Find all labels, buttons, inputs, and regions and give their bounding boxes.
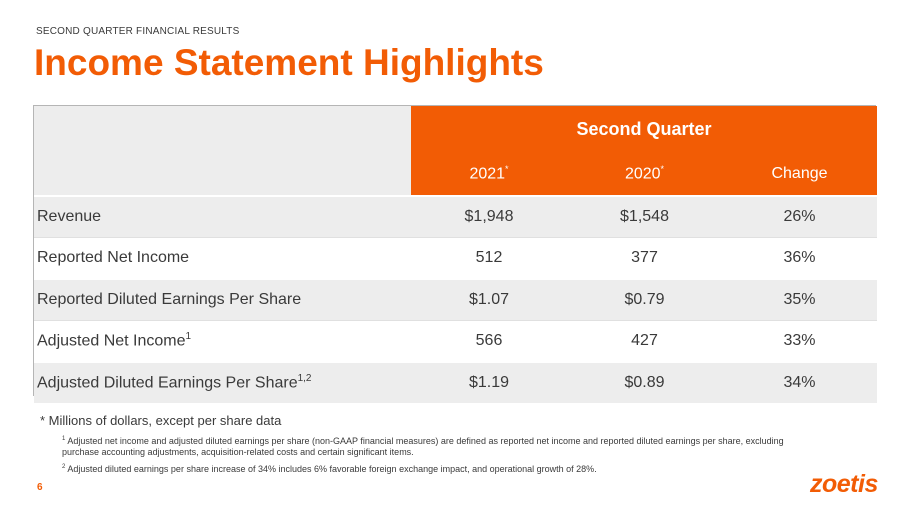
table-row: Reported Net Income 512 377 36%: [34, 237, 877, 279]
income-statement-table: Second Quarter 2021* 2020* Change Revenu…: [33, 105, 877, 403]
cell-2020: 427: [567, 320, 722, 362]
cell-2021: $1.19: [411, 361, 567, 403]
slide-kicker: SECOND QUARTER FINANCIAL RESULTS: [36, 26, 240, 37]
cell-2020: $0.79: [567, 278, 722, 321]
row-label-adjusted-diluted-eps: Adjusted Diluted Earnings Per Share1,2: [34, 361, 411, 403]
row-label-adjusted-net-income: Adjusted Net Income1: [34, 320, 411, 362]
row-label-reported-diluted-eps: Reported Diluted Earnings Per Share: [34, 278, 411, 321]
cell-change: 33%: [722, 320, 877, 362]
cell-2021: $1.07: [411, 278, 567, 321]
column-header-2020: 2020*: [567, 153, 722, 196]
zoetis-logo: zoetis: [810, 470, 878, 498]
table-row: Revenue $1,948 $1,548 26%: [34, 195, 877, 238]
cell-2020: $0.89: [567, 361, 722, 403]
cell-2021: $1,948: [411, 195, 567, 238]
cell-change: 34%: [722, 361, 877, 403]
cell-2021: 512: [411, 237, 567, 279]
units-note: * Millions of dollars, except per share …: [40, 413, 282, 428]
cell-2021: 566: [411, 320, 567, 362]
row-label-reported-net-income: Reported Net Income: [34, 237, 411, 279]
cell-change: 36%: [722, 237, 877, 279]
column-header-2021: 2021*: [411, 153, 567, 196]
table-row: Adjusted Net Income1 566 427 33%: [34, 320, 877, 362]
cell-2020: $1,548: [567, 195, 722, 238]
page-number: 6: [37, 482, 43, 493]
cell-2020: 377: [567, 237, 722, 279]
column-header-change: Change: [722, 153, 877, 196]
cell-change: 26%: [722, 195, 877, 238]
slide-title: Income Statement Highlights: [34, 42, 544, 83]
footnote-1: 1 Adjusted net income and adjusted dilut…: [62, 436, 784, 457]
row-label-revenue: Revenue: [34, 195, 411, 238]
table-row: Reported Diluted Earnings Per Share $1.0…: [34, 278, 877, 321]
footnote-2: 2 Adjusted diluted earnings per share in…: [62, 464, 597, 474]
table-header-blank: [34, 106, 411, 196]
table-row: Adjusted Diluted Earnings Per Share1,2 $…: [34, 361, 877, 403]
group-header-second-quarter: Second Quarter: [411, 106, 877, 153]
cell-change: 35%: [722, 278, 877, 321]
